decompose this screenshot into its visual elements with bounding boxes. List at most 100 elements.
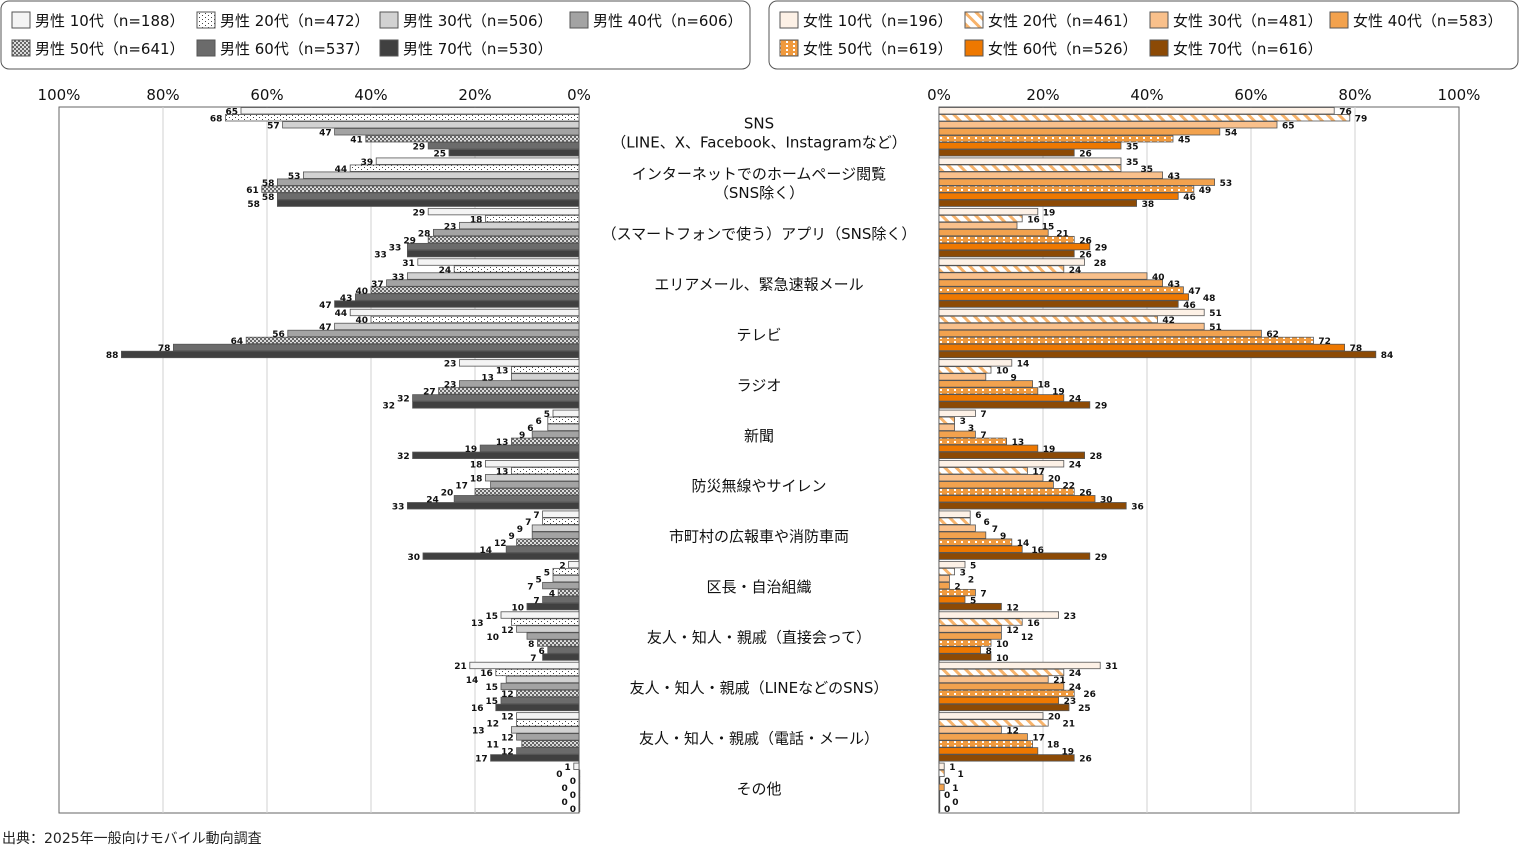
bar-male-3-1 <box>276 178 580 186</box>
data-label: 13 <box>496 468 509 478</box>
data-label: 32 <box>397 452 410 462</box>
data-label: 46 <box>1183 193 1196 203</box>
bar-female-3-13 <box>938 783 945 791</box>
bar-male-2-2 <box>458 221 580 230</box>
bar-female-6-0 <box>938 149 1075 157</box>
data-label: 78 <box>1350 344 1363 354</box>
data-label: 0 <box>944 791 950 801</box>
legend-label: 男性 10代（n=188） <box>35 12 185 30</box>
data-label: 6 <box>527 424 533 434</box>
bar-male-2-10 <box>516 625 580 633</box>
bar-female-3-5 <box>938 380 1033 388</box>
bar-female-4-2 <box>938 235 1075 244</box>
bar-female-5-3 <box>938 293 1190 301</box>
data-label: 6 <box>539 647 545 657</box>
data-label: 62 <box>1266 330 1279 340</box>
bar-female-1-5 <box>938 366 992 374</box>
bar-female-2-8 <box>938 524 976 532</box>
bar-female-6-5 <box>938 401 1091 409</box>
legend-label: 女性 40代（n=583） <box>1353 12 1503 30</box>
data-label: 6 <box>535 417 541 427</box>
data-label: 7 <box>530 654 536 664</box>
bar-male-3-3 <box>386 279 580 287</box>
data-label: 23 <box>444 360 457 370</box>
bar-female-5-10 <box>938 646 981 654</box>
bar-female-0-11 <box>938 661 1101 670</box>
bar-male-2-1 <box>302 171 580 179</box>
x-tick-label: 60% <box>1234 86 1267 104</box>
legend-label: 女性 60代（n=526） <box>988 40 1138 58</box>
data-label: 5 <box>544 568 550 578</box>
bar-female-0-0 <box>938 107 1335 115</box>
bar-male-0-9 <box>568 560 580 569</box>
data-label: 1 <box>952 784 958 794</box>
legend-label: 女性 70代（n=616） <box>1173 40 1323 58</box>
bar-male-0-10 <box>500 611 580 619</box>
bar-female-2-9 <box>938 574 950 583</box>
data-label: 53 <box>288 172 301 182</box>
bar-female-6-2 <box>938 249 1075 258</box>
bar-female-6-12 <box>938 754 1075 762</box>
bar-male-4-3 <box>370 286 580 294</box>
bar-female-0-9 <box>938 560 966 569</box>
bar-male-5-12 <box>516 747 580 755</box>
data-label: 24 <box>1069 669 1082 679</box>
bar-male-0-4 <box>349 308 580 317</box>
category-label: 市町村の広報車や消防車両 <box>669 528 849 546</box>
bar-female-1-12 <box>938 719 1049 727</box>
data-label: 20 <box>1048 475 1061 485</box>
data-label: 40 <box>355 287 368 297</box>
data-label: 0 <box>944 777 950 787</box>
bar-female-5-1 <box>938 192 1179 200</box>
legend-box <box>0 0 751 70</box>
data-label: 19 <box>1043 445 1056 455</box>
bar-female-3-6 <box>938 430 976 438</box>
bar-male-6-3 <box>334 300 580 308</box>
data-label: 35 <box>1126 158 1139 168</box>
data-label: 47 <box>319 323 332 333</box>
data-label: 24 <box>1069 683 1082 693</box>
data-label: 64 <box>231 337 244 347</box>
data-label: 16 <box>471 704 484 714</box>
data-label: 19 <box>1061 748 1074 758</box>
bar-male-0-1 <box>375 157 580 165</box>
legend-label: 男性 40代（n=606） <box>593 12 743 30</box>
data-label: 10 <box>511 603 524 613</box>
data-label: 29 <box>1095 243 1108 253</box>
data-label: 65 <box>225 108 238 118</box>
bar-male-5-4 <box>172 343 580 352</box>
bars-female <box>938 107 1377 812</box>
legend-label: 男性 20代（n=472） <box>220 12 370 30</box>
bar-female-0-2 <box>938 207 1039 216</box>
bar-male-2-8 <box>531 524 580 532</box>
bar-male-4-4 <box>245 336 580 345</box>
bar-female-4-3 <box>938 286 1184 294</box>
data-label: 26 <box>1079 250 1092 260</box>
x-tick-label: 100% <box>1438 86 1481 104</box>
bar-male-6-13 <box>578 804 581 812</box>
bar-female-3-1 <box>938 178 1216 186</box>
bar-male-6-6 <box>412 451 580 459</box>
category-label: ラジオ <box>737 376 782 394</box>
data-label: 24 <box>426 496 439 506</box>
data-label: 2 <box>954 582 960 592</box>
bar-male-6-11 <box>495 703 580 712</box>
bar-male-0-8 <box>542 510 580 518</box>
data-label: 29 <box>1095 402 1108 412</box>
data-label: 7 <box>533 596 539 606</box>
data-label: 11 <box>487 741 500 751</box>
data-label: 37 <box>371 280 384 290</box>
data-label: 39 <box>361 158 374 168</box>
bar-male-6-10 <box>542 653 580 661</box>
data-label: 15 <box>1042 222 1055 232</box>
bar-male-1-0 <box>224 114 580 122</box>
bar-female-1-13 <box>938 769 945 777</box>
data-label: 40 <box>355 316 368 326</box>
data-label: 28 <box>1094 259 1107 269</box>
bar-male-5-0 <box>427 142 580 150</box>
data-label: 16 <box>1031 546 1044 556</box>
data-label: 54 <box>1225 129 1238 139</box>
data-label: 0 <box>570 805 576 815</box>
data-label: 15 <box>485 697 498 707</box>
data-label: 14 <box>1017 539 1030 549</box>
